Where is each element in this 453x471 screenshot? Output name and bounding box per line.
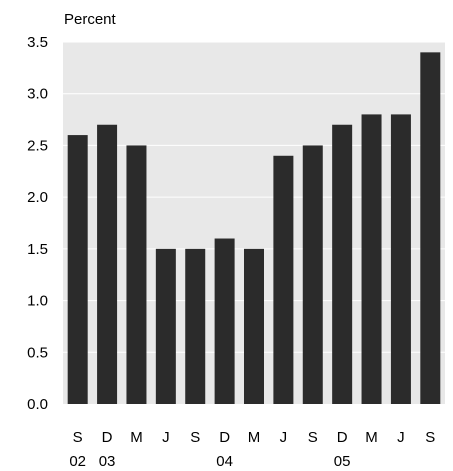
x-year-label: 03: [99, 453, 116, 470]
bar: [420, 52, 441, 404]
y-tick-label: 1.0: [27, 293, 48, 310]
bar: [67, 135, 88, 405]
bar: [97, 124, 118, 404]
x-tick-label: M: [130, 429, 143, 446]
x-tick-label: S: [425, 429, 435, 446]
y-tick-label: 0.0: [27, 396, 48, 413]
x-year-label: 02: [69, 453, 86, 470]
x-tick-label: J: [162, 429, 170, 446]
bar: [273, 155, 294, 404]
x-tick-label: D: [102, 429, 113, 446]
y-axis-ticks: 0.0 0.5 1.0 1.5 2.0 2.5 3.0 3.5: [27, 34, 48, 413]
x-tick-label: J: [280, 429, 288, 446]
y-tick-label: 0.5: [27, 344, 48, 361]
bar: [126, 145, 147, 404]
x-tick-label: D: [337, 429, 348, 446]
x-tick-label: M: [248, 429, 261, 446]
bars: [67, 52, 441, 405]
x-tick-label: S: [308, 429, 318, 446]
x-tick-label: D: [219, 429, 230, 446]
y-tick-label: 2.5: [27, 137, 48, 154]
y-tick-label: 2.0: [27, 189, 48, 206]
y-tick-label: 1.5: [27, 241, 48, 258]
x-year-label: 04: [216, 453, 233, 470]
x-tick-label: M: [365, 429, 378, 446]
x-year-label: 05: [334, 453, 351, 470]
bar: [244, 248, 264, 404]
bar: [302, 145, 323, 404]
y-tick-label: 3.5: [27, 34, 48, 51]
bar: [332, 124, 353, 404]
bar: [361, 114, 382, 405]
bar: [214, 238, 235, 404]
y-tick-label: 3.0: [27, 86, 48, 103]
bar: [185, 248, 206, 404]
x-tick-label: S: [73, 429, 83, 446]
bar: [155, 248, 176, 404]
x-tick-label: J: [397, 429, 405, 446]
x-tick-label: S: [190, 429, 200, 446]
y-axis-unit-label: Percent: [64, 11, 117, 28]
x-axis-year-labels: 02 03 04 05: [69, 453, 350, 470]
bar: [390, 114, 411, 405]
